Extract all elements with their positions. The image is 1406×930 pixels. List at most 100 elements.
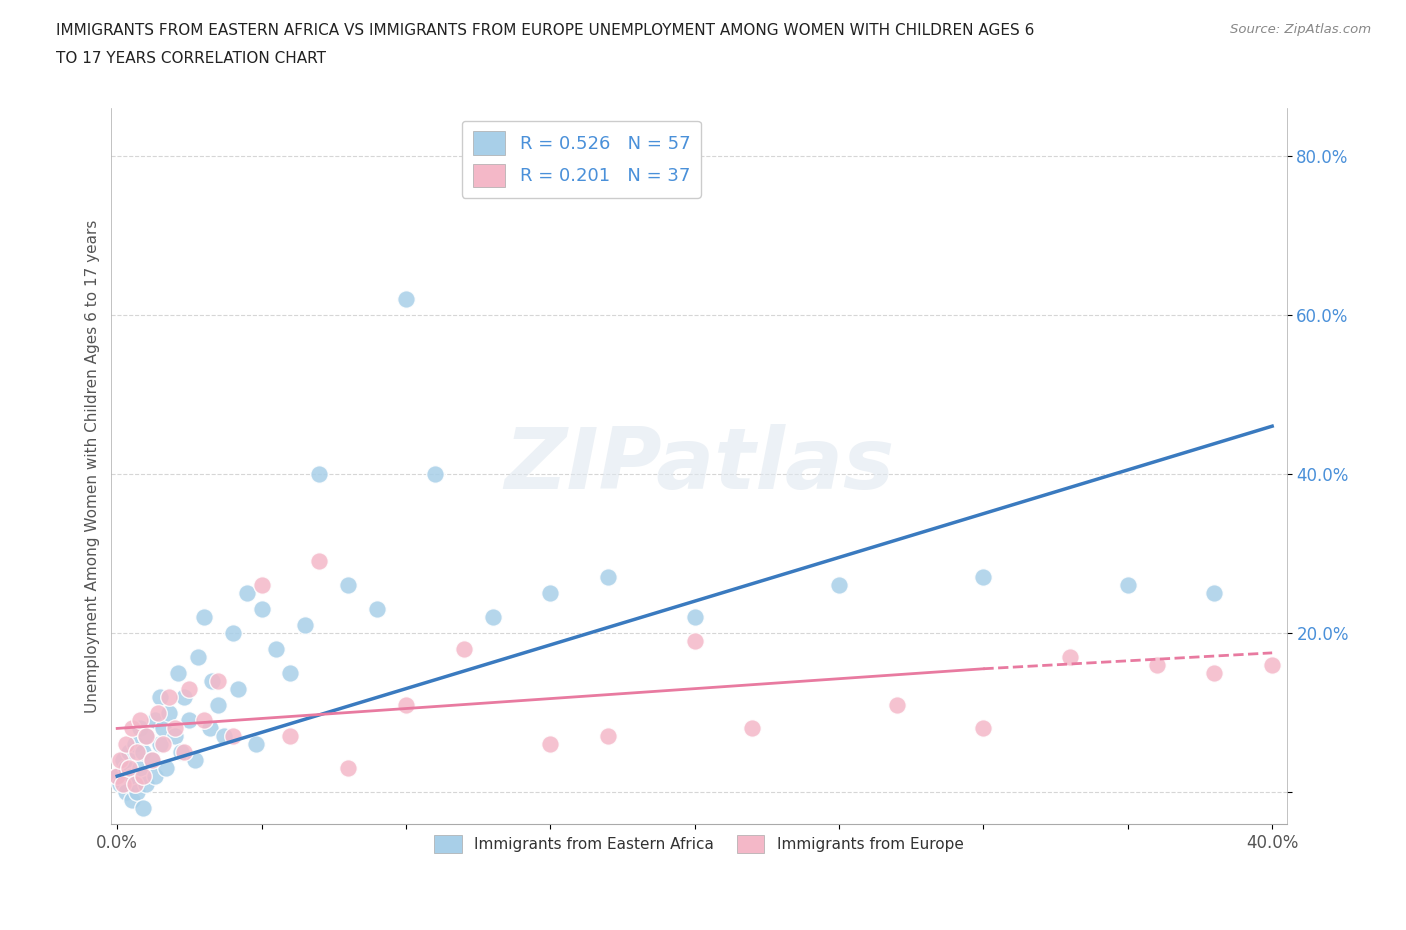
Point — [129, 713, 152, 728]
Point — [127, 745, 149, 760]
Point — [972, 721, 994, 736]
Point — [132, 769, 155, 784]
Point — [124, 777, 146, 791]
Text: Source: ZipAtlas.com: Source: ZipAtlas.com — [1230, 23, 1371, 36]
Point — [143, 769, 166, 784]
Point — [453, 642, 475, 657]
Point — [221, 626, 243, 641]
Point — [141, 752, 163, 767]
Point — [596, 570, 619, 585]
Point — [1116, 578, 1139, 592]
Point — [187, 649, 209, 664]
Point — [207, 673, 229, 688]
Point — [366, 602, 388, 617]
Point — [250, 602, 273, 617]
Point — [1261, 658, 1284, 672]
Point — [228, 681, 250, 696]
Point — [166, 665, 188, 680]
Point — [179, 681, 201, 696]
Point — [108, 777, 131, 791]
Point — [121, 721, 143, 736]
Point — [250, 578, 273, 592]
Point — [170, 745, 193, 760]
Point — [118, 745, 141, 760]
Point — [423, 467, 446, 482]
Text: ZIPatlas: ZIPatlas — [503, 424, 894, 508]
Point — [198, 721, 221, 736]
Point — [395, 291, 418, 306]
Point — [173, 689, 195, 704]
Point — [481, 610, 503, 625]
Point — [163, 729, 186, 744]
Point — [337, 578, 360, 592]
Point — [121, 792, 143, 807]
Text: TO 17 YEARS CORRELATION CHART: TO 17 YEARS CORRELATION CHART — [56, 51, 326, 66]
Point — [111, 752, 134, 767]
Point — [111, 777, 134, 791]
Text: IMMIGRANTS FROM EASTERN AFRICA VS IMMIGRANTS FROM EUROPE UNEMPLOYMENT AMONG WOME: IMMIGRANTS FROM EASTERN AFRICA VS IMMIGR… — [56, 23, 1035, 38]
Point — [105, 769, 128, 784]
Point — [308, 467, 330, 482]
Point — [280, 729, 302, 744]
Point — [155, 761, 177, 776]
Point — [972, 570, 994, 585]
Point — [141, 752, 163, 767]
Point — [236, 586, 259, 601]
Point — [245, 737, 267, 751]
Point — [135, 777, 157, 791]
Point — [157, 689, 180, 704]
Point — [221, 729, 243, 744]
Point — [173, 745, 195, 760]
Point — [683, 610, 706, 625]
Point — [135, 729, 157, 744]
Point — [105, 769, 128, 784]
Point — [118, 761, 141, 776]
Point — [308, 554, 330, 569]
Point — [828, 578, 851, 592]
Legend: Immigrants from Eastern Africa, Immigrants from Europe: Immigrants from Eastern Africa, Immigran… — [429, 830, 970, 859]
Point — [193, 610, 215, 625]
Point — [741, 721, 763, 736]
Point — [124, 737, 146, 751]
Point — [1204, 665, 1226, 680]
Y-axis label: Unemployment Among Women with Children Ages 6 to 17 years: Unemployment Among Women with Children A… — [86, 219, 100, 712]
Point — [149, 737, 172, 751]
Point — [152, 721, 174, 736]
Point — [1146, 658, 1168, 672]
Point — [538, 586, 561, 601]
Point — [135, 729, 157, 744]
Point — [129, 721, 152, 736]
Point — [212, 729, 235, 744]
Point — [115, 785, 138, 800]
Point — [132, 745, 155, 760]
Point — [149, 689, 172, 704]
Point — [184, 752, 207, 767]
Point — [127, 785, 149, 800]
Point — [207, 698, 229, 712]
Point — [201, 673, 224, 688]
Point — [132, 801, 155, 816]
Point — [280, 665, 302, 680]
Point — [115, 737, 138, 751]
Point — [264, 642, 287, 657]
Point — [395, 698, 418, 712]
Point — [294, 618, 316, 632]
Point — [683, 633, 706, 648]
Point — [152, 737, 174, 751]
Point — [121, 769, 143, 784]
Point — [886, 698, 908, 712]
Point — [143, 713, 166, 728]
Point — [337, 761, 360, 776]
Point — [538, 737, 561, 751]
Point — [163, 721, 186, 736]
Point — [179, 713, 201, 728]
Point — [108, 752, 131, 767]
Point — [193, 713, 215, 728]
Point — [115, 761, 138, 776]
Point — [1059, 649, 1081, 664]
Point — [157, 705, 180, 720]
Point — [146, 705, 169, 720]
Point — [129, 761, 152, 776]
Point — [596, 729, 619, 744]
Point — [1204, 586, 1226, 601]
